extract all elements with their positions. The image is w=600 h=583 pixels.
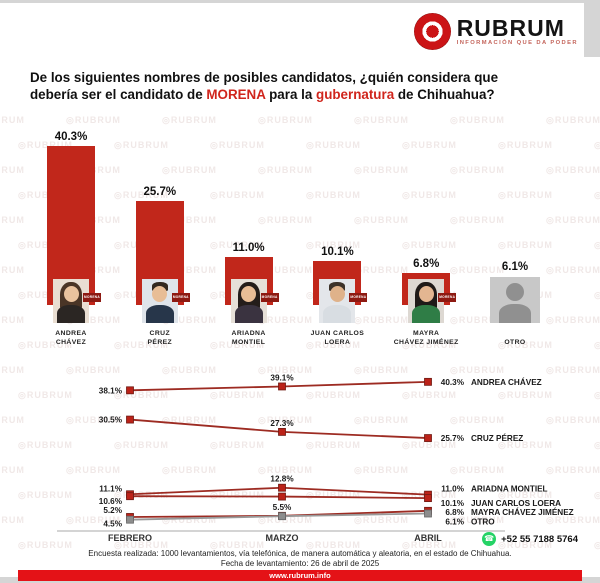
morena-tag: MORENA (83, 293, 101, 302)
body-shape (57, 305, 85, 323)
data-point-marker (424, 377, 432, 386)
candidate-photo (141, 279, 178, 323)
body-shape (145, 305, 174, 323)
apr-value-label: 11.0% (441, 485, 464, 494)
mar-value-label: 5.5% (273, 503, 292, 512)
data-point-marker (278, 483, 286, 492)
whatsapp-contact[interactable]: ☎ +52 55 7188 5764 (482, 532, 578, 546)
series-name-label: CRUZ PÉREZ (471, 433, 523, 443)
website-url: www.rubrum.info (269, 571, 331, 580)
data-point-marker (278, 382, 286, 391)
head-shape (329, 286, 345, 302)
month-label: ABRIL (414, 533, 442, 543)
series-name-label: OTRO (471, 518, 495, 527)
feb-value-label: 38.1% (99, 386, 123, 395)
person-silhouette-icon (489, 277, 540, 323)
whatsapp-number: +52 55 7188 5764 (501, 533, 578, 545)
data-point-marker (424, 509, 432, 518)
feb-value-label: 11.1% (99, 484, 122, 493)
data-point-marker (424, 434, 432, 442)
month-label: FEBRERO (108, 533, 152, 543)
data-point-marker (278, 427, 286, 436)
bar-column: 40.3% MORENA ANDREA CHÁVEZ (28, 119, 114, 349)
feb-value-label: 30.5% (99, 416, 123, 425)
head-shape (241, 286, 257, 302)
candidate-name: JUAN CARLOS LOERA (310, 330, 365, 346)
bar-value-label: 6.8% (413, 258, 440, 271)
survey-question: De los siguientes nombres de posibles ca… (30, 70, 499, 102)
bar-column: 6.1% OTRO (472, 119, 558, 349)
feb-value-label: 10.6% (99, 497, 123, 506)
bar-value-label: 10.1% (321, 245, 354, 258)
apr-value-label: 10.1% (441, 499, 465, 508)
rubrum-bullseye-icon (413, 13, 451, 50)
head-shape (152, 286, 168, 302)
bar-value-label: 11.0% (232, 242, 265, 255)
bar-value-label: 6.1% (501, 261, 529, 273)
apr-value-label: 6.1% (445, 518, 464, 527)
series-name-label: JUAN CARLOS LOERA (471, 499, 561, 508)
page-corner (584, 3, 600, 57)
bar-value-label: 40.3% (54, 130, 88, 143)
candidate-name: ARIADNA MONTIEL (231, 330, 266, 346)
series-name-label: ARIADNA MONTIEL (471, 485, 548, 494)
fieldwork-date: Fecha de levantamiento: 26 de abril de 2… (220, 559, 380, 568)
mar-value-label: 12.8% (270, 475, 294, 484)
mar-value-label: 39.1% (270, 373, 294, 382)
bar-column: 10.1% MORENA JUAN CARLOS LOERA (294, 119, 380, 349)
bar-column: 6.8% MORENA MAYRA CHÁVEZ JIMÉNEZ (383, 119, 469, 349)
bar-column: 25.7% MORENA CRUZ PÉREZ (117, 119, 203, 349)
rubrum-logo: RUBRUM INFORMACIÓN QUE DA PODER (413, 13, 578, 50)
feb-value-label: 5.2% (103, 506, 122, 515)
body-shape (412, 305, 441, 323)
morena-tag: MORENA (171, 293, 190, 302)
bar-value-label: 25.7% (143, 186, 177, 199)
month-label: MARZO (266, 533, 299, 543)
series-name-label: ANDREA CHÁVEZ (471, 377, 542, 387)
body-shape (323, 305, 352, 323)
head-shape (505, 283, 524, 301)
website-bar[interactable]: www.rubrum.info (18, 570, 582, 581)
data-point-marker (424, 494, 432, 503)
series-name-label: MAYRA CHÁVEZ JIMÉNEZ (471, 507, 574, 517)
data-point-marker (126, 492, 134, 501)
candidate-name: OTRO (504, 338, 526, 346)
trend-line-chart: FEBRERO MARZO ABRIL 38.1% 39.1% 40.3% ANDREA C… (57, 373, 574, 543)
apr-value-label: 40.3% (441, 378, 465, 387)
data-point-marker (126, 415, 134, 424)
data-point-marker (126, 386, 134, 395)
bar-column: 11.0% MORENA ARIADNA MONTIEL (206, 119, 292, 349)
candidate-name: ANDREA CHÁVEZ (55, 330, 87, 346)
whatsapp-icon: ☎ (482, 532, 497, 546)
logo-tagline: INFORMACIÓN QUE DA PODER (456, 40, 578, 46)
morena-tag: MORENA (260, 293, 279, 302)
apr-value-label: 6.8% (445, 508, 464, 517)
morena-tag: MORENA (438, 293, 457, 302)
bar-chart: 40.3% MORENA ANDREA CHÁVEZ 25.7% MORENA CRUZ PÉ… (28, 119, 558, 349)
methodology-note: Encuesta realizada: 1000 levantamientos,… (88, 549, 512, 558)
data-point-marker (278, 512, 286, 521)
logo-brand: RUBRUM (456, 15, 565, 41)
head-shape (63, 286, 79, 302)
report-content: RUBRUM INFORMACIÓN QUE DA PODER De los s… (0, 3, 600, 581)
head-shape (418, 286, 434, 302)
result-bar (47, 145, 95, 305)
body-shape (234, 305, 263, 323)
data-point-marker (126, 515, 134, 524)
candidate-name: CRUZ PÉREZ (147, 330, 173, 346)
apr-value-label: 25.7% (441, 434, 465, 443)
body-shape (498, 304, 531, 323)
report-card: ◎RUBRUM◎RUBRUM◎RUBRUM◎RUBRUM◎RUBRUM◎RUBR… (0, 3, 600, 581)
mar-value-label: 27.3% (270, 419, 294, 428)
morena-tag: MORENA (349, 293, 368, 302)
feb-value-label: 4.5% (103, 520, 122, 529)
candidate-name: MAYRA CHÁVEZ JIMÉNEZ (393, 330, 459, 346)
data-point-marker (278, 492, 286, 501)
